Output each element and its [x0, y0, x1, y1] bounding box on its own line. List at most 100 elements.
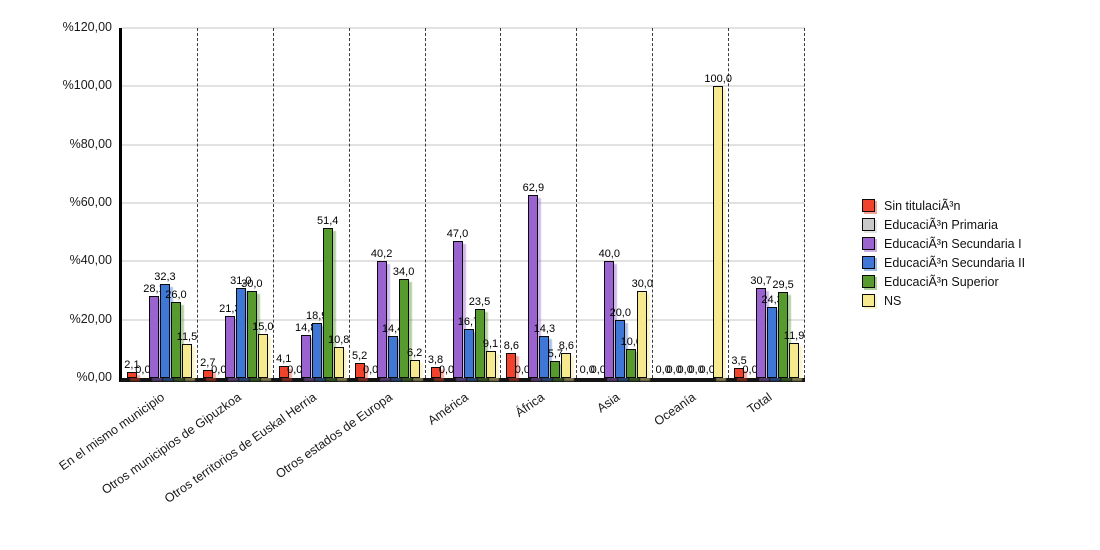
bar-value-label: 100,0: [704, 73, 732, 86]
y-axis-tick-label: %120,00: [62, 20, 112, 34]
bar-value-label: 28,1: [143, 283, 165, 296]
bar-value-label: 5,2: [351, 349, 368, 362]
x-axis-label: América: [425, 390, 472, 428]
bar: 21,3: [219, 303, 241, 378]
bar-value-label: 18,9: [306, 309, 328, 322]
gridline: [122, 318, 805, 321]
bar: 11,9: [784, 330, 804, 378]
y-axis-tick-label: %20,00: [69, 311, 112, 326]
bar: 23,5: [469, 296, 490, 378]
legend-item: Sin titulaciÃ³n: [862, 196, 1025, 215]
x-axis-label: Asia: [594, 390, 623, 416]
bar-value-label: 0,0: [677, 364, 693, 376]
x-axis-label: Total: [744, 390, 775, 417]
bar: 14,8: [295, 322, 316, 378]
bar: 3,8: [428, 354, 443, 378]
gridline: [122, 202, 805, 204]
bar-value-label: 29,5: [772, 278, 794, 291]
legend-item: NS: [862, 291, 1025, 310]
bar-value-label: 0,0: [135, 364, 151, 376]
bar-value-label: 26,0: [165, 289, 187, 302]
legend-swatch: [862, 256, 875, 269]
bar-group: 4,1 0,0 14,8 18,9 51,4 10,8 Otros territorios …: [162, 28, 350, 506]
bar-value-label: 30,0: [631, 277, 653, 290]
bar: 5,2: [352, 350, 367, 378]
legend-label: EducaciÃ³n Primaria: [884, 217, 998, 232]
x-axis-label: Otros municipios de Gipuzkoa: [98, 390, 244, 498]
bar-value-label: 8,6: [503, 339, 520, 352]
y-axis-tick-label: %80,00: [69, 136, 112, 151]
bar-value-label: 40,2: [370, 247, 393, 260]
legend-swatch: [862, 199, 875, 212]
bar-value-label: 2,1: [124, 358, 140, 371]
legend: Sin titulaciÃ³n EducaciÃ³n Primaria Educac…: [862, 196, 1025, 310]
bar-value-label: 30,0: [241, 277, 263, 290]
gridline: [122, 27, 805, 29]
bar-value-label: 11,9: [783, 330, 805, 343]
bar-value-label: 11,5: [176, 331, 198, 344]
bar-value-label: 3,8: [427, 353, 444, 366]
bar-value-label: 51,4: [317, 215, 339, 228]
bar-value-label: 5,7: [547, 348, 564, 361]
bar-value-label: 8,6: [558, 339, 575, 352]
bar-value-label: 3,5: [731, 354, 747, 367]
bar-value-label: 0,0: [655, 364, 671, 376]
y-axis-tick-label: %60,00: [69, 195, 112, 209]
legend-swatch: [862, 237, 875, 250]
bar: 28,1: [143, 283, 165, 378]
bar: 32,3: [154, 271, 176, 378]
bar-value-label: 14,4: [381, 323, 404, 335]
bar-groups: 2,1 0,0 28,1 32,3 26,0 11,5 En el mismo munici…: [57, 28, 806, 506]
bar: 14,4: [382, 323, 403, 378]
bar: 4,1: [276, 353, 291, 378]
bar: 30,7: [750, 275, 772, 378]
bar-value-label: 16,7: [457, 316, 480, 329]
bar-group: 0,0 0,0 40,0 20,0 10,0 30,0 Asia: [577, 28, 654, 415]
bar: 5,7: [548, 348, 563, 378]
bar-value-label: 4,1: [276, 353, 292, 366]
x-axis-label: Oceanía: [651, 390, 699, 429]
bar-value-label: 0,0: [287, 364, 303, 376]
bar: 40,2: [371, 248, 392, 378]
legend-item: EducaciÃ³n Superior: [862, 272, 1025, 291]
bar-value-label: 2,7: [200, 357, 216, 370]
bar: 8,6: [504, 340, 519, 378]
bar: 2,7: [200, 357, 215, 378]
legend-label: NS: [884, 293, 902, 308]
bar-value-label: 14,3: [533, 323, 556, 336]
bar-value-label: 0,0: [666, 364, 682, 376]
bar: 10,8: [328, 334, 349, 378]
legend-swatch: [862, 294, 875, 307]
gridline: [122, 143, 805, 146]
bar: 2,1: [124, 359, 140, 378]
bar-value-label: 30,7: [750, 275, 772, 288]
bar-group: 2,1 0,0 28,1 32,3 26,0 11,5 En el mismo munici…: [57, 28, 198, 473]
bar: 18,9: [306, 310, 327, 378]
bar: 20,0: [610, 307, 631, 378]
y-axis-tick-label: %40,00: [69, 253, 112, 268]
bar: 11,5: [177, 331, 197, 378]
bar-value-label: 23,5: [468, 296, 491, 309]
bar: 10,0: [621, 336, 642, 378]
bar-value-label: 0,0: [211, 364, 227, 376]
legend-swatch: [862, 218, 875, 231]
bar-value-label: 10,8: [328, 333, 350, 346]
bar-group: 0,0 0,0 0,0 0,0 0,0 100,0 Oceanía: [652, 28, 732, 429]
bar-group: 3,8 0,0 47,0 16,7 23,5 9,1 América: [425, 28, 502, 428]
x-axis-label: África: [512, 390, 547, 420]
bar-value-label: 24,3: [761, 294, 783, 307]
bar-value-label: 14,8: [295, 321, 317, 334]
bar: 9,1: [483, 338, 498, 378]
bar: 24,3: [761, 294, 783, 378]
bar: 30,0: [632, 278, 653, 378]
bar-value-label: 0,0: [438, 364, 455, 376]
bar-group: 3,5 0,0 30,7 24,3 29,5 11,9 Total: [729, 28, 806, 417]
bar: 26,0: [165, 289, 187, 378]
bar: 40,0: [599, 248, 620, 378]
bar-value-label: 20,0: [609, 306, 631, 319]
bar-value-label: 0,0: [688, 364, 704, 376]
gridline: [122, 260, 805, 263]
legend-item: EducaciÃ³n Primaria: [862, 215, 1025, 234]
y-axis-tick-label: %100,00: [62, 78, 112, 93]
legend-item: EducaciÃ³n Secundaria I: [862, 234, 1025, 253]
